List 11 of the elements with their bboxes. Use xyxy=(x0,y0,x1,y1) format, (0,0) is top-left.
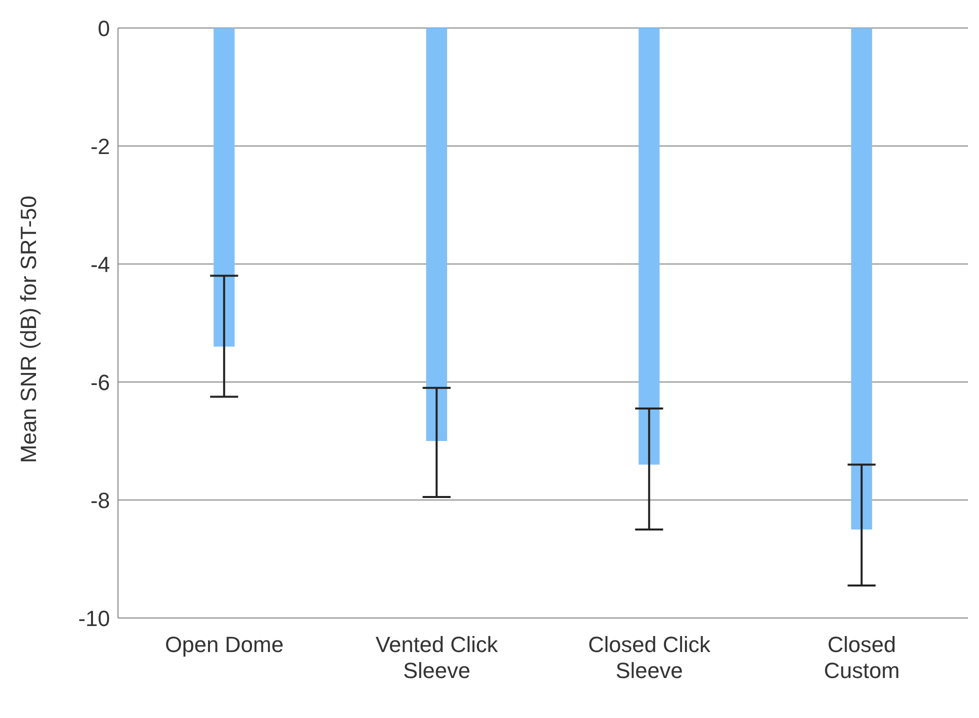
y-tick-label: -8 xyxy=(90,488,110,513)
x-tick-label: Closed Custom xyxy=(824,632,900,683)
x-tick-label: Open Dome xyxy=(164,632,284,657)
y-tick-label: -10 xyxy=(78,606,110,631)
y-tick-label: -6 xyxy=(90,370,110,395)
x-tick-label: Closed Click Sleeve xyxy=(588,632,712,683)
y-tick-label: 0 xyxy=(98,16,110,41)
y-axis-title: Mean SNR (dB) for SRT-50 xyxy=(16,196,41,463)
y-tick-label: -4 xyxy=(90,252,110,277)
x-tick-label: Vented Click Sleeve xyxy=(376,632,499,683)
y-tick-label: -2 xyxy=(90,134,110,159)
